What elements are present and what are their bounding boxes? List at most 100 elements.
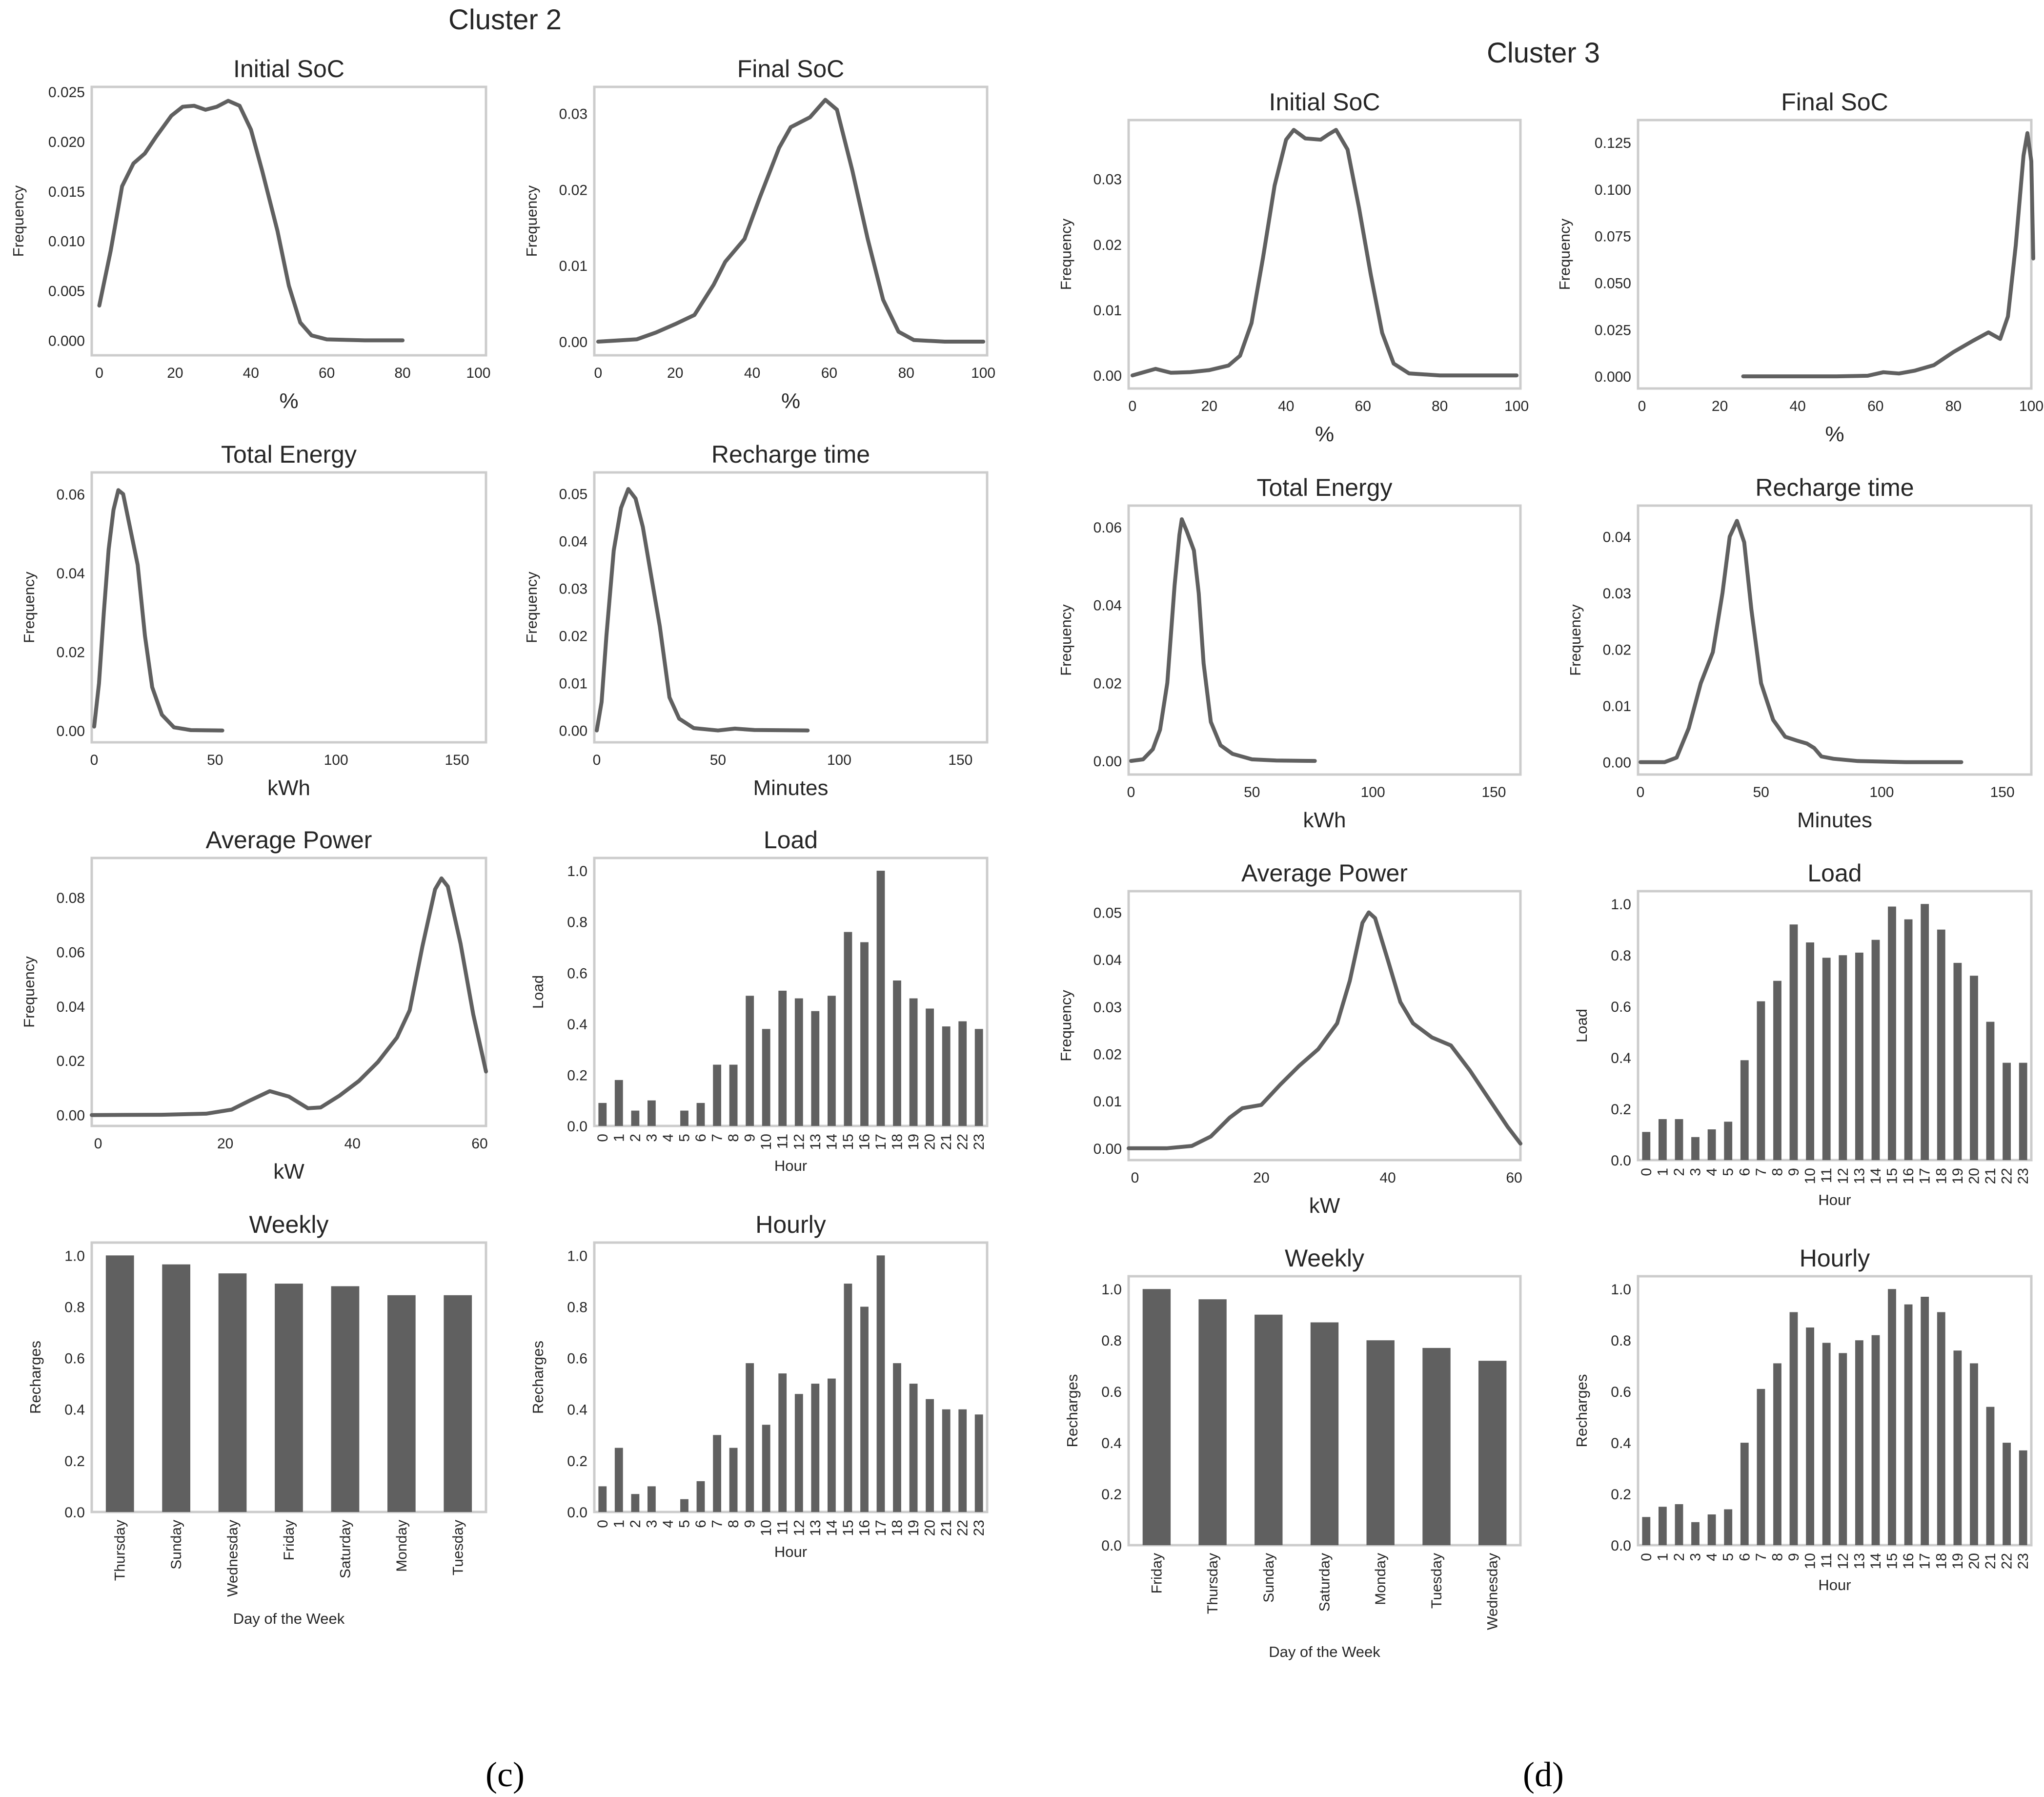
c2-weekly-xtick-5: Monday [394, 1520, 410, 1572]
c2-load-bar-3 [648, 1100, 656, 1126]
c3-load-xtick-11: 11 [1819, 1168, 1835, 1183]
c3-hourly-title: Hourly [1800, 1245, 1870, 1272]
c2-load-xlabel: Hour [774, 1157, 807, 1174]
c3-hourly-xtick-18: 18 [1933, 1553, 1949, 1569]
c3-load-bar-12 [1839, 955, 1847, 1160]
c3-load-bar-14 [1871, 939, 1880, 1160]
c2-load-bar-18 [893, 980, 901, 1126]
c3-weekly-ytick-0: 0.0 [1101, 1538, 1122, 1554]
c3-final-xtick-5: 100 [2019, 398, 2044, 414]
c3-hourly-bar-23 [2019, 1450, 2027, 1545]
c2-power-xlabel: kW [273, 1160, 304, 1184]
c3-weekly-xtick-4: Monday [1373, 1553, 1389, 1605]
c2-load-xtick-15: 15 [840, 1134, 856, 1150]
c2-hourly-xtick-7: 7 [709, 1520, 726, 1528]
c3-init-ytick-3: 0.03 [1093, 172, 1122, 188]
c3-final-title: Final SoC [1781, 88, 1888, 116]
c2-power-density-curve [90, 876, 488, 1117]
c2-load-xtick-20: 20 [922, 1134, 938, 1150]
c3-hourly-bar-12 [1839, 1353, 1847, 1545]
c3-weekly-bar-6 [1478, 1361, 1507, 1545]
c2-init-xtick-4: 80 [394, 365, 410, 381]
c3-hourly-bar-21 [1986, 1407, 1995, 1545]
c3-hourly-bar-8 [1773, 1363, 1781, 1545]
c3-load-xtick-10: 10 [1802, 1168, 1819, 1184]
c2-hourly-bar-5 [680, 1499, 688, 1512]
c3-recharge-ytick-2: 0.02 [1603, 642, 1631, 658]
c2-load-ytick-1: 0.2 [567, 1067, 587, 1083]
c2-final-ytick-2: 0.02 [559, 182, 587, 198]
c2-hourly-bar-10 [762, 1425, 770, 1512]
c3-power-xtick-0: 0 [1131, 1170, 1139, 1186]
figure-label-c: (c) [486, 1755, 525, 1794]
c3-power-xtick-2: 40 [1379, 1170, 1396, 1186]
c3-power-ytick-4: 0.04 [1093, 952, 1122, 968]
c3-weekly-bar-4 [1366, 1340, 1395, 1545]
c2-load-bar-1 [614, 1080, 623, 1126]
c2-weekly-xtick-3: Friday [281, 1520, 297, 1560]
c2-hourly-title: Hourly [755, 1211, 826, 1238]
c2-final-density-curve [596, 98, 986, 344]
c3-weekly-bar-5 [1422, 1348, 1451, 1545]
c2-recharge-xlabel: Minutes [753, 776, 828, 800]
c2-hourly-xtick-19: 19 [906, 1520, 922, 1536]
c3-hourly-ylabel: Recharges [1573, 1374, 1590, 1448]
c2-recharge-ylabel: Frequency [523, 572, 540, 643]
c2-power-ylabel: Frequency [20, 956, 38, 1028]
c3-hourly-bar-18 [1937, 1312, 1945, 1545]
c2-init-ytick-3: 0.015 [48, 184, 85, 200]
c3-load-xtick-20: 20 [1966, 1168, 1982, 1184]
c3-hourly-bar-22 [2003, 1443, 2011, 1545]
cluster-3-energy-chart: Total Energy 0 50 100 150 0.00 0.02 0.04 0.06 kWh… [1057, 474, 1522, 832]
c3-weekly-xtick-0: Friday [1149, 1553, 1165, 1593]
c3-hourly-bar-11 [1822, 1343, 1831, 1545]
c2-load-bar-2 [631, 1110, 640, 1126]
c2-hourly-bar-12 [794, 1394, 803, 1512]
c3-hourly-bar-10 [1806, 1327, 1814, 1545]
c2-load-bar-7 [713, 1064, 721, 1126]
c3-weekly-xtick-6: Wednesday [1485, 1553, 1501, 1630]
c2-hourly-xtick-2: 2 [627, 1520, 644, 1528]
c2-final-title: Final SoC [737, 55, 845, 82]
c3-weekly-title: Weekly [1285, 1245, 1364, 1272]
c3-recharge-xtick-3: 150 [1990, 784, 2015, 800]
c3-hourly-xtick-4: 4 [1704, 1553, 1720, 1561]
c2-load-xtick-5: 5 [676, 1134, 692, 1142]
c3-hourly-xtick-10: 10 [1802, 1553, 1819, 1569]
c3-hourly-bar-14 [1871, 1335, 1880, 1545]
c3-energy-ylabel: Frequency [1057, 604, 1074, 676]
c2-weekly-ytick-3: 0.6 [64, 1351, 85, 1367]
c2-hourly-bar-18 [893, 1363, 901, 1512]
c3-init-xtick-2: 40 [1278, 398, 1294, 414]
c2-hourly-frame [593, 1241, 989, 1513]
c3-final-ytick-4: 0.100 [1595, 182, 1631, 198]
c2-load-bar-17 [876, 871, 885, 1126]
c2-weekly-ytick-1: 0.2 [64, 1453, 85, 1470]
c3-load-bar-2 [1675, 1119, 1683, 1160]
c2-hourly-xtick-10: 10 [758, 1520, 774, 1536]
c2-final-xtick-3: 60 [821, 365, 837, 381]
c2-hourly-ytick-2: 0.4 [567, 1402, 587, 1418]
c3-load-bar-18 [1937, 929, 1945, 1160]
c2-init-xlabel: % [279, 389, 298, 413]
c3-load-ytick-3: 0.6 [1611, 999, 1631, 1015]
c3-load-ytick-4: 0.8 [1611, 948, 1631, 964]
c3-init-ytick-1: 0.01 [1093, 303, 1122, 319]
c3-recharge-xtick-1: 50 [1753, 784, 1769, 800]
c3-power-xtick-3: 60 [1506, 1170, 1522, 1186]
c2-recharge-xtick-2: 100 [827, 752, 851, 768]
c2-final-ylabel: Frequency [523, 185, 540, 257]
c2-energy-title: Total Energy [221, 441, 357, 468]
c3-power-ytick-5: 0.05 [1093, 905, 1122, 921]
c2-energy-ytick-0: 0.00 [57, 723, 85, 739]
c3-hourly-xtick-17: 17 [1917, 1553, 1933, 1569]
c2-load-xtick-1: 1 [611, 1134, 627, 1142]
c2-hourly-bar-22 [958, 1409, 967, 1512]
c2-init-xtick-2: 40 [243, 365, 259, 381]
c3-weekly-ytick-2: 0.4 [1101, 1435, 1122, 1451]
c2-recharge-xtick-0: 0 [593, 752, 601, 768]
c2-recharge-ytick-1: 0.01 [559, 676, 587, 692]
c3-load-bar-11 [1822, 958, 1831, 1160]
cluster-2-init-chart: Initial SoC 0 20 40 60 80 100 0.000 0.005 0.010 0.… [10, 55, 490, 413]
c3-init-frame [1127, 119, 1522, 390]
